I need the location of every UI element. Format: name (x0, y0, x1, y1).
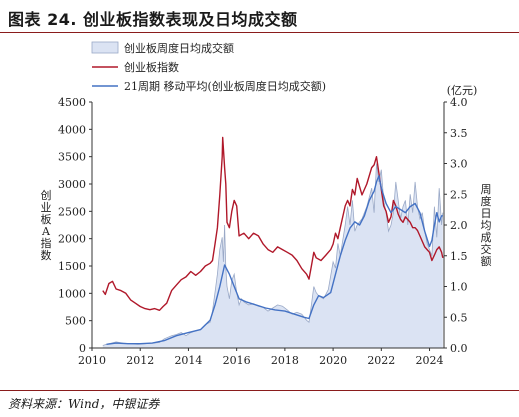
right-tick-label: 3.0 (450, 158, 468, 171)
left-tick-label: 4500 (58, 96, 86, 109)
right-tick-label: 1.5 (450, 250, 468, 263)
axis-label-char: 数 (41, 249, 52, 262)
right-axis-label: 周度日均成交额 (481, 183, 492, 268)
x-tick-label: 2020 (319, 354, 347, 367)
volume-area (102, 163, 443, 348)
right-tick-label: 3.5 (450, 127, 468, 140)
legend-label: 创业板指数 (124, 60, 179, 74)
left-tick-label: 500 (65, 315, 86, 328)
axis-label-char: 均 (481, 219, 492, 232)
figure-title: 图表 24. 创业板指数表现及日均成交额 (8, 10, 298, 29)
right-tick-label: 0.0 (450, 342, 468, 355)
x-tick-label: 2018 (271, 354, 299, 367)
left-tick-label: 0 (79, 342, 86, 355)
lines-layer (102, 136, 444, 345)
right-tick-label: 2.5 (450, 188, 468, 201)
right-tick-label: 0.5 (450, 311, 468, 324)
legend-swatch-volume (91, 41, 119, 54)
right-tick-label: 4.0 (450, 96, 468, 109)
right-axis-unit: (亿元) (447, 84, 478, 97)
right-tick-label: 1.0 (450, 281, 468, 294)
axis-label-char: 额 (481, 255, 492, 268)
area-layer (102, 163, 444, 348)
legend-label: 创业板周度日均成交额 (124, 41, 234, 55)
source-rule (0, 390, 519, 391)
axes-layer: 0 500 1000 1500 2000 2500 3000 3500 4000 4500 0.0 0… (41, 84, 492, 367)
axis-label-char: 日 (481, 207, 492, 220)
axis-label-char: A (41, 225, 51, 238)
left-tick-label: 2000 (58, 233, 86, 246)
left-tick-label: 1000 (58, 287, 86, 300)
left-tick-label: 3000 (58, 178, 86, 191)
axis-label-char: 周 (481, 183, 492, 196)
chart: 0 500 1000 1500 2000 2500 3000 3500 4000 4500 0.0 0… (41, 41, 492, 367)
axis-label-char: 交 (481, 242, 492, 256)
x-tick-label: 2010 (78, 354, 106, 367)
x-tick-label: 2022 (367, 354, 395, 367)
x-tick-label: 2012 (126, 354, 154, 367)
x-tick-label: 2014 (174, 354, 202, 367)
left-tick-label: 3500 (58, 151, 86, 164)
right-tick-label: 2.0 (450, 219, 468, 232)
legend-label: 21周期 移动平均(创业板周度日均成交额) (124, 79, 326, 93)
axis-label-char: 创 (41, 189, 52, 202)
x-tick-label: 2016 (223, 354, 251, 367)
axis-label-char: 度 (481, 194, 492, 208)
source-note: 资料来源：Wind，中银证券 (8, 397, 160, 411)
index-line (102, 136, 444, 311)
left-tick-label: 2500 (58, 205, 86, 218)
x-tick-label: 2024 (416, 354, 444, 367)
moving-average-line (106, 175, 443, 345)
left-tick-label: 4000 (58, 123, 86, 136)
axis-label-char: 业 (41, 201, 52, 214)
axis-label-char: 指 (41, 236, 52, 250)
axis-label-char: 板 (41, 212, 52, 226)
title-rule (0, 32, 519, 33)
left-tick-label: 1500 (58, 260, 86, 273)
axis-label-char: 成 (481, 231, 492, 244)
